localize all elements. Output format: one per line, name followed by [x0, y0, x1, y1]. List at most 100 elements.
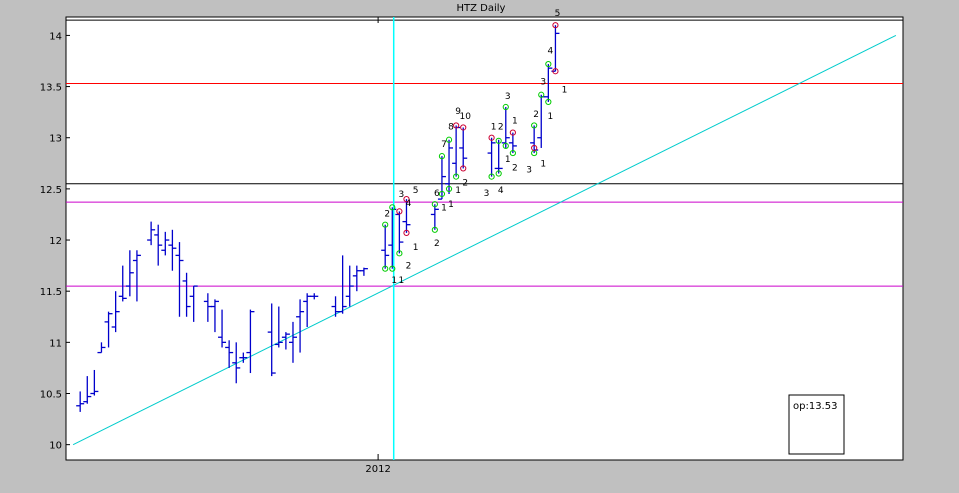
ohlc-bar-34: [359, 267, 368, 276]
wave-label-2: 2: [384, 209, 390, 219]
green-marker-20: [538, 91, 545, 98]
wave-label-10: 1: [441, 203, 447, 213]
ohlc-bar-1: [83, 376, 92, 404]
wave-label-0: 1: [391, 276, 397, 286]
ohlc-bar-0: [76, 391, 85, 412]
wave-label-16: 2: [462, 179, 468, 189]
green-marker-12: [488, 173, 495, 180]
wave-label-6: 5: [413, 186, 419, 196]
wave-label-18: 3: [484, 189, 490, 199]
wave-label-24: 1: [512, 116, 518, 126]
wave-label-21: 2: [498, 122, 504, 132]
ohlc-bar-18: [218, 309, 227, 348]
ohlc-bar-10: [154, 224, 163, 266]
wave-label-14: 1: [455, 186, 461, 196]
red-marker-10: [552, 68, 559, 75]
trendline: [72, 34, 897, 446]
green-marker-6: [431, 226, 438, 233]
wave-label-30: 4: [547, 47, 553, 57]
red-marker-8: [531, 144, 538, 152]
ohlc-bar-14: [182, 272, 191, 317]
wave-label-9: 6: [434, 189, 440, 199]
ohlc-bar-31: [338, 255, 347, 314]
ohlc-bar-29: [310, 293, 319, 300]
wave-label-1: 1: [399, 276, 405, 286]
ohlc-bar-26: [288, 321, 297, 363]
wave-label-7: 1: [413, 243, 419, 253]
ohlc-bar-40: [437, 156, 446, 200]
ohlc-bar-45: [494, 139, 503, 174]
wave-label-23: 1: [505, 155, 511, 165]
wave-label-31: 1: [547, 112, 553, 122]
wave-label-17: 10: [459, 112, 471, 122]
wave-label-32: 5: [555, 9, 561, 19]
y-tick-label-5: 12.5: [40, 185, 62, 196]
wave-label-20: 4: [498, 186, 504, 196]
green-marker-15: [502, 103, 509, 111]
green-marker-0: [382, 221, 389, 228]
green-marker-8: [438, 190, 446, 198]
ohlc-bar-41: [445, 139, 454, 194]
red-marker-7: [509, 129, 516, 136]
wave-label-13: 8: [448, 122, 454, 132]
ohlc-bar-23: [267, 303, 276, 377]
wave-label-11: 7: [441, 140, 447, 150]
ohlc-bar-13: [175, 242, 184, 317]
green-marker-13: [495, 137, 502, 144]
ohlc-bar-9: [147, 221, 156, 246]
green-marker-21: [545, 60, 552, 68]
green-marker-18: [531, 122, 538, 129]
red-marker-2: [403, 229, 410, 236]
green-marker-4: [396, 250, 403, 257]
wave-label-12: 1: [448, 200, 454, 210]
trendline-group: [72, 34, 897, 446]
ohlc-bar-44: [487, 137, 496, 177]
y-tick-label-7: 13.5: [40, 83, 62, 94]
x-axis: 2012: [365, 17, 391, 475]
wave-label-29: 3: [540, 77, 546, 87]
ohlc-bar-27: [296, 299, 305, 353]
ohlc-bar-39: [430, 204, 439, 230]
y-axis: 10 10.5 11 11.5 12 12.5 13 13.5 14: [40, 31, 70, 452]
ohlc-bar-8: [132, 250, 141, 302]
green-marker-1: [382, 265, 389, 272]
green-marker-11: [453, 173, 460, 180]
y-tick-label-8: 14: [49, 31, 62, 42]
green-marker-9: [445, 136, 453, 143]
wave-label-28: 2: [533, 110, 539, 120]
ohlc-bar-19: [225, 340, 234, 368]
ohlc-bar-38: [402, 199, 411, 233]
wave-label-8: 2: [434, 239, 440, 249]
red-marker-3: [453, 122, 460, 129]
y-tick-label-2: 11: [49, 338, 62, 349]
ohlc-bar-35: [381, 224, 390, 269]
pivot-markers: [382, 22, 559, 272]
ohlc-bar-2: [90, 369, 99, 396]
red-marker-9: [552, 22, 559, 29]
ohlc-bar-5: [111, 291, 120, 333]
wave-label-33: 1: [562, 86, 568, 96]
info-box: [788, 394, 845, 455]
y-tick-label-3: 11.5: [40, 287, 62, 298]
wave-label-26: 3: [526, 165, 532, 175]
ohlc-bar-50: [544, 64, 553, 102]
ohlc-bar-47: [508, 132, 517, 154]
green-marker-10: [445, 185, 453, 192]
ohlc-bar-17: [210, 299, 219, 333]
y-tick-label-6: 13: [49, 134, 62, 145]
ohlc-bar-12: [168, 229, 177, 271]
ohlc-bar-32: [345, 265, 354, 307]
red-marker-4: [460, 124, 467, 131]
ohlc-bar-3: [97, 342, 106, 354]
ohlc-bar-46: [501, 107, 510, 148]
ohlc-bar-21: [239, 352, 248, 363]
wave-label-3: 3: [399, 190, 405, 200]
chart-title: HTZ Daily: [457, 3, 506, 14]
ohlc-bar-43: [459, 127, 468, 169]
ohlc-bar-24: [274, 306, 283, 348]
green-marker-22: [545, 98, 552, 106]
wave-label-19: 1: [491, 122, 497, 132]
ohlc-bar-15: [189, 285, 198, 322]
green-marker-14: [495, 170, 502, 177]
